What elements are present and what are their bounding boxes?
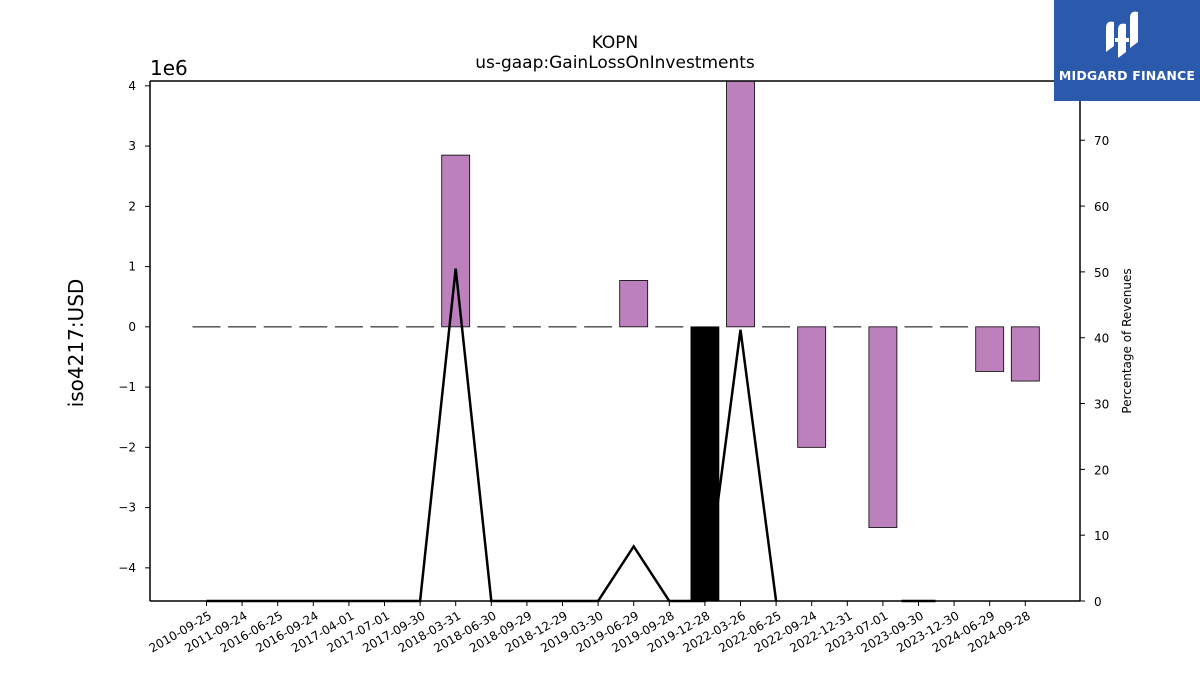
- y-axis-label: iso4217:USD: [64, 279, 88, 408]
- bar: [441, 154, 471, 328]
- y-tick-label: −4: [118, 561, 136, 575]
- y-tick-label: 4: [128, 79, 136, 93]
- bar: [975, 326, 1005, 372]
- y2-tick-label: 0: [1094, 595, 1102, 609]
- y2-axis-label: Percentage of Revenues: [1120, 268, 1134, 413]
- y-tick-label: −1: [118, 380, 136, 394]
- y2-tick-label: 40: [1094, 332, 1109, 346]
- y2-tick-label: 20: [1094, 463, 1109, 477]
- y-offset-label: 1e6: [150, 56, 188, 80]
- brand-logo: MIDGARD FINANCE: [1054, 0, 1200, 101]
- bar: [1010, 326, 1040, 382]
- chart-title: KOPN: [592, 33, 639, 53]
- bar: [619, 280, 649, 328]
- y2-tick-label: 60: [1094, 200, 1109, 214]
- bar: [868, 326, 898, 528]
- y-tick-label: 1: [128, 260, 136, 274]
- y-tick-label: −3: [118, 501, 136, 515]
- chart-subtitle: us-gaap:GainLossOnInvestments: [475, 53, 755, 73]
- bar: [690, 326, 720, 602]
- y2-tick-label: 50: [1094, 266, 1109, 280]
- axes-layer: −4−3−2−1012340102030405060702010-09-2520…: [118, 79, 1109, 656]
- y-tick-label: −2: [118, 440, 136, 454]
- y-tick-label: 2: [128, 199, 136, 213]
- y-tick-label: 3: [128, 139, 136, 153]
- bars-layer: [441, 80, 1040, 602]
- bar: [726, 80, 755, 328]
- y2-tick-label: 30: [1094, 398, 1109, 412]
- bar: [797, 326, 827, 448]
- y2-tick-label: 10: [1094, 529, 1109, 543]
- logo-text: MIDGARD FINANCE: [1058, 68, 1196, 83]
- y-tick-label: 0: [128, 320, 136, 334]
- logo-mark-icon: [1106, 11, 1138, 59]
- y2-tick-label: 70: [1094, 134, 1109, 148]
- line-layer: [206, 268, 936, 603]
